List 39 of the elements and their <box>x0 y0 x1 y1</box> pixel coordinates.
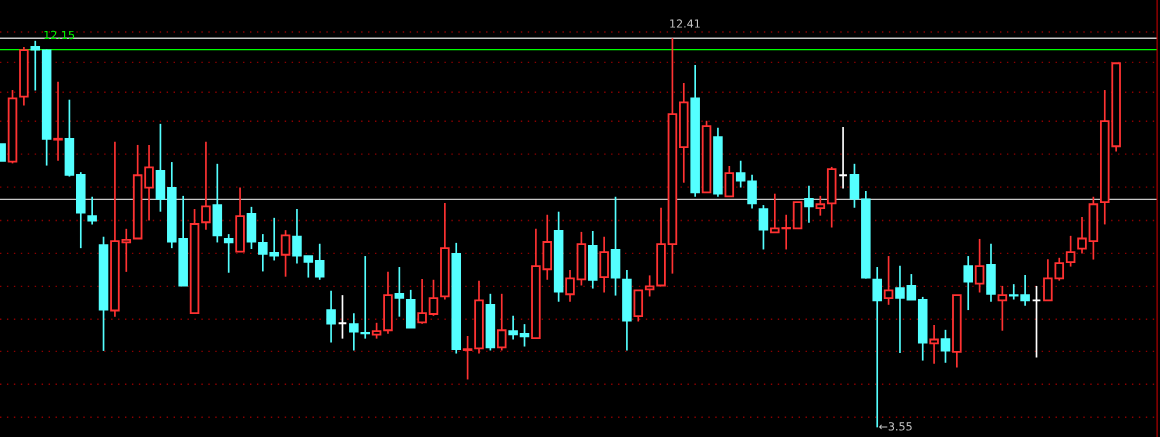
candlestick <box>394 266 405 318</box>
candlestick <box>201 141 211 231</box>
candlestick <box>804 184 814 224</box>
ref-line-label: 12.15 <box>44 30 75 40</box>
candlestick <box>30 40 41 92</box>
candlestick <box>610 195 621 297</box>
candlestick <box>212 162 223 244</box>
candlestick <box>599 235 609 294</box>
candlestick <box>963 255 974 311</box>
candlestick <box>121 227 132 273</box>
candlestick <box>292 208 302 265</box>
candlestick <box>110 141 120 318</box>
candlestick <box>679 82 689 184</box>
candlestick <box>53 80 63 162</box>
candlestick <box>474 279 484 355</box>
candlestick <box>747 173 757 210</box>
candlestick <box>76 171 86 249</box>
candlestick <box>360 255 370 340</box>
annotation: ←3.55 <box>879 422 912 431</box>
ref-line-label: 12.41 <box>670 19 700 28</box>
candlestick <box>440 202 450 301</box>
candlestick <box>690 64 700 198</box>
candlestick <box>667 37 678 275</box>
candlestick <box>735 159 746 189</box>
candlestick <box>144 144 154 222</box>
candlestick <box>895 264 905 354</box>
candlestick <box>1077 216 1087 255</box>
candlestick <box>622 269 632 352</box>
candlestick <box>587 230 598 290</box>
candlestick <box>349 312 359 352</box>
candlestick <box>929 324 939 365</box>
candlestick <box>815 195 826 217</box>
candlestick <box>223 233 234 274</box>
candlestick <box>451 242 462 355</box>
candlestick <box>986 242 996 303</box>
candlestick <box>383 271 393 335</box>
candlestick <box>417 278 427 324</box>
candlestick <box>565 269 575 303</box>
candlestick <box>326 289 336 344</box>
